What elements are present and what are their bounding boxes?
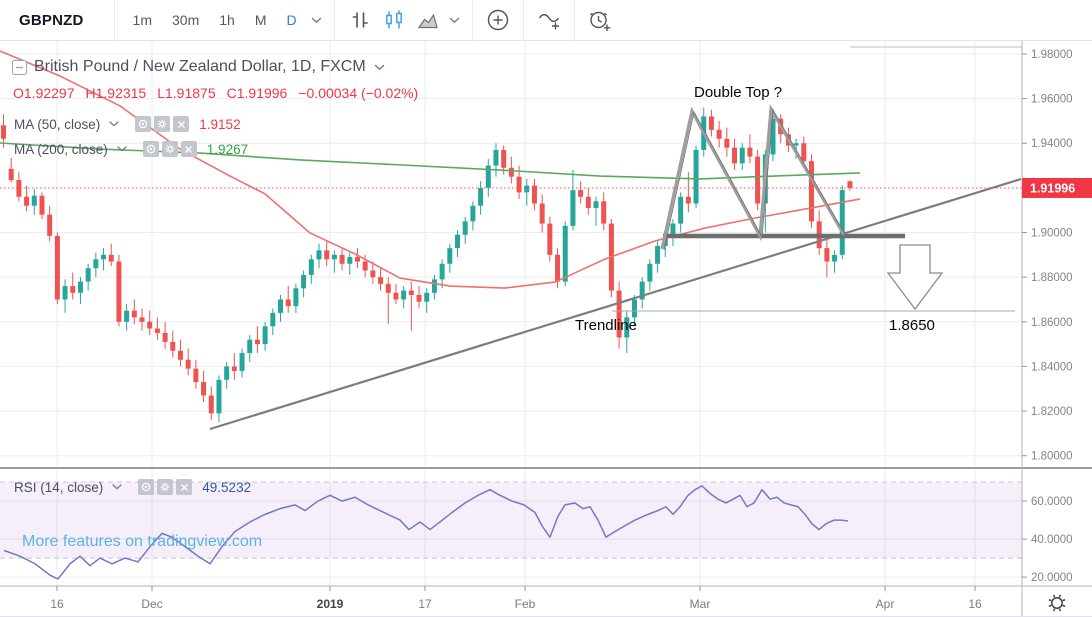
high-value: H1.92315 — [85, 85, 147, 101]
time-tick-label: Mar — [690, 597, 711, 611]
ma200-label: MA (200, close) — [14, 141, 108, 157]
change-value: −0.00034 (−0.02%) — [298, 85, 419, 101]
alert-clock-icon[interactable] — [583, 0, 617, 41]
double-top-annotation[interactable]: Double Top ? — [694, 84, 783, 101]
area-chart-icon[interactable] — [411, 0, 445, 41]
ma50-value: 1.9152 — [199, 116, 241, 132]
price-tick-label: 1.82000 — [1031, 406, 1073, 418]
remove-indicator-icon[interactable] — [180, 141, 197, 157]
ma200-value: 1.9267 — [206, 141, 249, 157]
compare-group — [473, 0, 523, 41]
rsi-line — [3, 485, 849, 580]
double-top-zigzag-edge — [663, 108, 847, 251]
toolbar-separator — [471, 0, 473, 41]
indicator-settings-icon[interactable] — [161, 141, 178, 157]
bar-chart-icon[interactable] — [343, 0, 377, 41]
svg-text:1.91996: 1.91996 — [1030, 181, 1075, 195]
timeframe-1h[interactable]: 1h — [219, 12, 235, 28]
open-value: O1.92297 — [13, 85, 75, 101]
time-tick-label: Dec — [141, 597, 162, 611]
rsi-legend-row: RSI (14, close) 49.5232 — [14, 479, 251, 495]
price-tick-label: 1.80000 — [1031, 451, 1073, 463]
timeframe-D-active[interactable]: D — [286, 12, 297, 28]
rsi-tick-label: 20.0000 — [1031, 572, 1073, 584]
timeframe-group: 1m 30m 1h M D — [115, 0, 334, 41]
ma50-label: MA (50, close) — [14, 116, 101, 132]
alerts-group — [575, 0, 625, 41]
timeframe-1m[interactable]: 1m — [132, 12, 152, 28]
chart-style-group — [335, 0, 472, 41]
price-tick-label: 1.96000 — [1031, 94, 1073, 106]
line-tools-icon[interactable] — [532, 0, 566, 41]
time-tick-label: 16 — [50, 597, 64, 611]
chevron-down-icon[interactable] — [370, 64, 389, 71]
price-tick-label: 1.98000 — [1031, 49, 1073, 61]
chart-title: British Pound / New Zealand Dollar, 1D, … — [34, 58, 366, 75]
candlestick-icon[interactable] — [377, 0, 411, 41]
rsi-tick-label: 60.0000 — [1031, 496, 1073, 508]
compare-plus-icon[interactable] — [481, 0, 515, 41]
rsi-tick-label: 40.0000 — [1031, 534, 1073, 546]
symbol-button[interactable]: GBPNZD — [19, 11, 84, 29]
down-arrow-drawing[interactable] — [886, 244, 944, 311]
timeframe-30m[interactable]: 30m — [172, 12, 200, 28]
time-tick-label: 2019 — [317, 597, 344, 611]
top-toolbar: GBPNZD 1m 30m 1h M D — [0, 0, 1092, 41]
ma200-legend-row: MA (200, close) 1.9267 — [14, 141, 248, 157]
rsi-value: 49.5232 — [202, 479, 252, 495]
time-axis[interactable]: 16 Dec 2019 17 Feb Mar Apr 16 — [50, 586, 982, 611]
trendline-annotation[interactable]: Trendline — [575, 317, 637, 334]
tradingview-watermark-link[interactable]: More features on tradingview.com — [22, 533, 263, 550]
line-tools-group — [524, 0, 574, 41]
user-drawings[interactable] — [209, 103, 1022, 431]
toolbar-separator — [113, 0, 115, 41]
series-legend-row: British Pound / New Zealand Dollar, 1D, … — [12, 58, 389, 76]
chevron-down-icon[interactable] — [307, 17, 326, 24]
toolbar-separator — [333, 0, 335, 41]
price-tick-label: 1.90000 — [1031, 228, 1073, 240]
hide-indicator-icon[interactable] — [135, 116, 152, 132]
ohlc-readout: O1.92297 H1.92315 L1.91875 C1.91996 −0.0… — [13, 85, 429, 101]
candlestick-series — [1, 107, 853, 423]
time-tick-label: 16 — [968, 597, 982, 611]
price-tick-label: 1.84000 — [1031, 361, 1073, 373]
collapse-pane-icon[interactable] — [12, 59, 27, 75]
close-value: C1.91996 — [226, 85, 288, 101]
axis-settings-gear-icon[interactable] — [1048, 594, 1066, 612]
double-top-zigzag[interactable] — [660, 103, 846, 250]
price-tick-label: 1.86000 — [1031, 317, 1073, 329]
price-tick-label: 1.88000 — [1031, 272, 1073, 284]
indicator-settings-icon[interactable] — [154, 116, 171, 132]
price-axis[interactable]: 1.98000 1.96000 1.94000 1.90000 1.88000 1.860… — [1022, 49, 1073, 584]
hide-indicator-icon[interactable] — [142, 141, 159, 157]
time-tick-label: Feb — [515, 597, 536, 611]
hide-indicator-icon[interactable] — [138, 479, 155, 495]
ma50-legend-row: MA (50, close) 1.9152 — [14, 116, 241, 132]
rsi-label: RSI (14, close) — [14, 479, 104, 495]
price-target-annotation[interactable]: 1.8650 — [889, 317, 935, 334]
chevron-down-icon[interactable] — [445, 17, 464, 24]
time-tick-label: 17 — [418, 597, 432, 611]
chevron-down-icon[interactable] — [113, 146, 131, 152]
toolbar-separator — [573, 0, 575, 41]
time-tick-label: Apr — [876, 597, 895, 611]
toolbar-separator — [522, 0, 524, 41]
remove-indicator-icon[interactable] — [176, 479, 193, 495]
indicator-settings-icon[interactable] — [157, 479, 174, 495]
timeframe-M[interactable]: M — [254, 12, 267, 28]
price-tick-label: 1.94000 — [1031, 138, 1073, 150]
low-value: L1.91875 — [157, 85, 216, 101]
chevron-down-icon[interactable] — [108, 484, 126, 490]
last-price-axis-label: 1.91996 — [1022, 177, 1092, 198]
trendline-drawing[interactable] — [209, 177, 1022, 431]
chevron-down-icon[interactable] — [105, 121, 123, 127]
remove-indicator-icon[interactable] — [173, 116, 190, 132]
